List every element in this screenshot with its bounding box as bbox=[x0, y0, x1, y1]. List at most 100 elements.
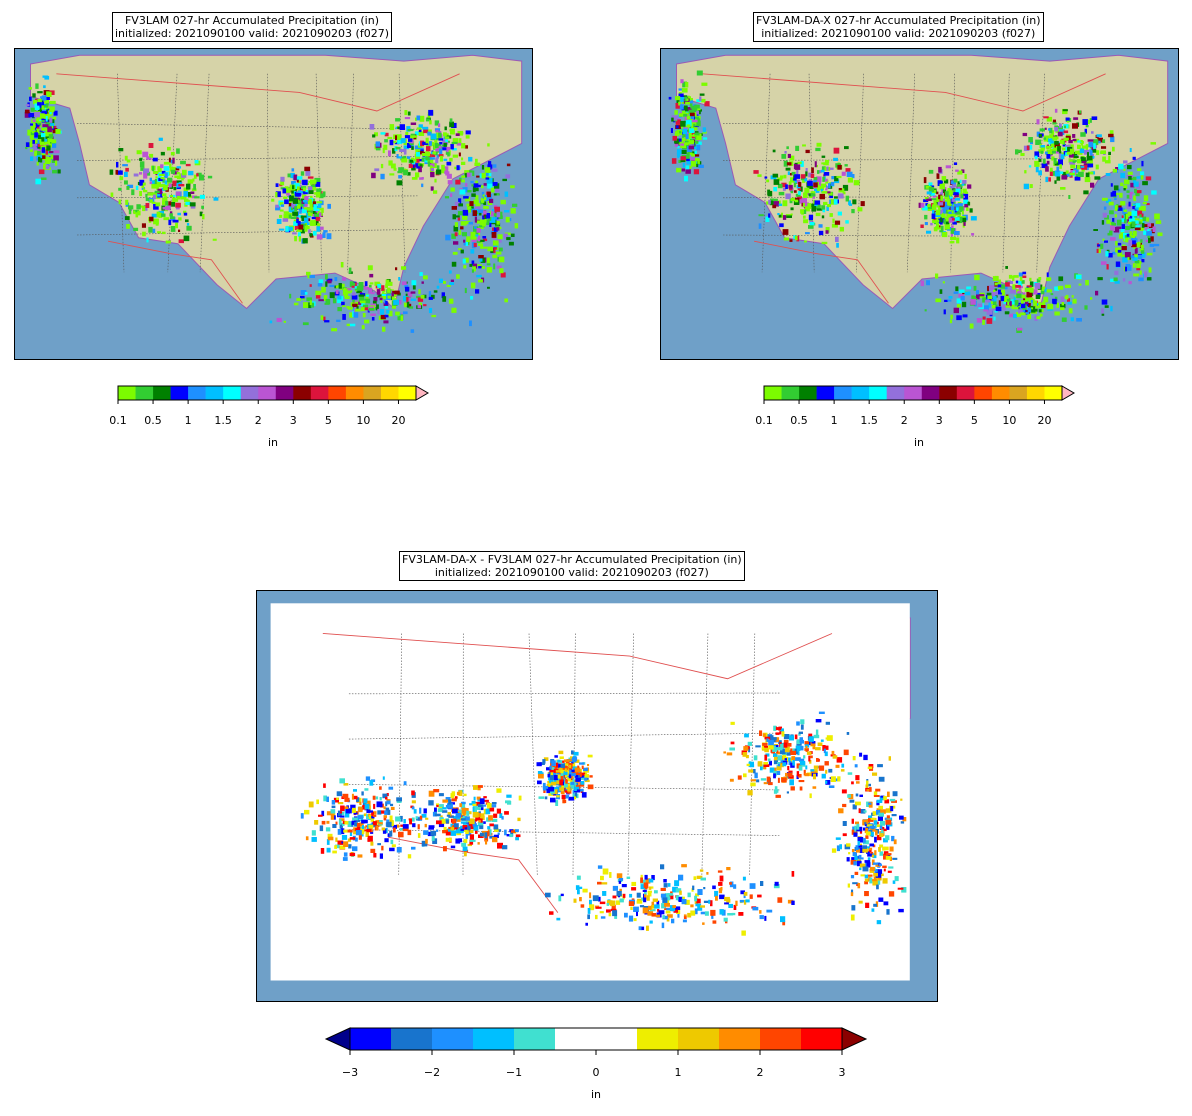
colorbar-segment bbox=[350, 1028, 392, 1050]
colorbar-segment bbox=[799, 386, 817, 400]
map-fv3lam bbox=[14, 48, 533, 360]
map-difference bbox=[256, 590, 938, 1002]
colorbar-segment bbox=[391, 1028, 433, 1050]
colorbar-tick-label: 1 bbox=[830, 414, 838, 427]
colorbar-segment bbox=[637, 1028, 679, 1050]
colorbar-segment bbox=[345, 386, 364, 400]
state-border bbox=[761, 73, 771, 273]
country-border bbox=[322, 633, 833, 680]
precipitation-field bbox=[24, 75, 519, 333]
colorbar-segment bbox=[801, 1028, 843, 1050]
colorbar-segment bbox=[764, 386, 782, 400]
title-line-1: FV3LAM-DA-X 027-hr Accumulated Precipita… bbox=[756, 14, 1041, 27]
colorbar-segment bbox=[939, 386, 958, 400]
colorbar-segment bbox=[886, 386, 905, 400]
colorbar-tick-label: 1.5 bbox=[214, 414, 232, 427]
colorbar-segment bbox=[258, 386, 277, 400]
country-border bbox=[753, 240, 889, 304]
colorbar-segment bbox=[432, 1028, 474, 1050]
colorbar-segment bbox=[869, 386, 888, 400]
colorbar-segment bbox=[153, 386, 171, 400]
colorbar-tick-label: 10 bbox=[356, 414, 371, 427]
precip-colorbar-right bbox=[763, 385, 1075, 404]
colorbar-unit-diff: in bbox=[590, 1088, 602, 1101]
colorbar-unit-left: in bbox=[267, 436, 279, 449]
colorbar-unit-right: in bbox=[913, 436, 925, 449]
colorbar-segment bbox=[223, 386, 242, 400]
colorbar-tick-label: 2 bbox=[756, 1066, 764, 1079]
colorbar-segment bbox=[956, 386, 975, 400]
colorbar-segment bbox=[135, 386, 154, 400]
colorbar-tick-label: 2 bbox=[254, 414, 262, 427]
colorbar-segment bbox=[473, 1028, 515, 1050]
colorbar-segment bbox=[1009, 386, 1028, 400]
state-border bbox=[1002, 73, 1010, 273]
colorbar-segment bbox=[781, 386, 800, 400]
colorbar-segment bbox=[596, 1028, 638, 1050]
domain-mask bbox=[270, 603, 910, 981]
colorbar-tick-label: 20 bbox=[391, 414, 406, 427]
colorbar-tick-label: 3 bbox=[289, 414, 297, 427]
colorbar-segment bbox=[240, 386, 259, 400]
map-fv3lam-da-x bbox=[660, 48, 1179, 360]
colorbar-segment bbox=[328, 386, 347, 400]
colorbar-segment bbox=[991, 386, 1010, 400]
title-line-2: initialized: 2021090100 valid: 202109020… bbox=[115, 27, 389, 40]
colorbar-segment bbox=[363, 386, 382, 400]
colorbar-tick-label: 0.1 bbox=[109, 414, 127, 427]
colorbar-segment bbox=[514, 1028, 556, 1050]
colorbar-tick-label: 3 bbox=[935, 414, 943, 427]
colorbar-tick-label: 0 bbox=[592, 1066, 600, 1079]
colorbar-tick-label: −2 bbox=[423, 1066, 441, 1079]
colorbar-extend-high bbox=[1061, 385, 1075, 401]
map-canvas bbox=[661, 49, 1178, 359]
panel-title-fv3lam-da-x: FV3LAM-DA-X 027-hr Accumulated Precipita… bbox=[753, 12, 1044, 42]
colorbar-segment bbox=[678, 1028, 720, 1050]
colorbar-segment bbox=[398, 386, 417, 400]
colorbar-tick-label: 20 bbox=[1037, 414, 1052, 427]
title-line-1: FV3LAM 027-hr Accumulated Precipitation … bbox=[124, 14, 379, 27]
colorbar-tick-label: −1 bbox=[505, 1066, 523, 1079]
state-border bbox=[347, 73, 354, 273]
colorbar-tick-label: 0.5 bbox=[144, 414, 162, 427]
colorbar-segment bbox=[275, 386, 294, 400]
colorbar-tick-label: 3 bbox=[838, 1066, 846, 1079]
title-line-2: initialized: 2021090100 valid: 202109020… bbox=[434, 566, 709, 579]
colorbar-tick-label: 0.1 bbox=[755, 414, 773, 427]
colorbar-tick-label: −3 bbox=[341, 1066, 359, 1079]
colorbar-segment bbox=[816, 386, 835, 400]
colorbar-segment bbox=[1044, 386, 1063, 400]
colorbar-segment bbox=[170, 386, 189, 400]
colorbar-segment bbox=[834, 386, 852, 400]
colorbar-segment bbox=[293, 386, 312, 400]
colorbar-segment bbox=[380, 386, 399, 400]
precipitation-field bbox=[300, 711, 907, 936]
colorbar-segment bbox=[921, 386, 940, 400]
title-line-2: initialized: 2021090100 valid: 202109020… bbox=[761, 27, 1036, 40]
colorbar-tick-label: 10 bbox=[1002, 414, 1017, 427]
panel-title-difference: FV3LAM-DA-X - FV3LAM 027-hr Accumulated … bbox=[399, 551, 745, 581]
colorbar-tick-label: 2 bbox=[900, 414, 908, 427]
colorbar-segment bbox=[760, 1028, 802, 1050]
state-border bbox=[627, 633, 634, 875]
map-canvas bbox=[15, 49, 532, 359]
panel-title-fv3lam: FV3LAM 027-hr Accumulated Precipitation … bbox=[112, 12, 392, 42]
colorbar-segment bbox=[974, 386, 993, 400]
state-border bbox=[266, 73, 270, 273]
colorbar-segment bbox=[719, 1028, 761, 1050]
colorbar-tick-label: 1 bbox=[184, 414, 192, 427]
colorbar-segment bbox=[1026, 386, 1045, 400]
country-border bbox=[702, 73, 1106, 112]
diff-colorbar bbox=[324, 1027, 868, 1055]
colorbar-segment bbox=[904, 386, 923, 400]
title-line-1: FV3LAM-DA-X - FV3LAM 027-hr Accumulated … bbox=[402, 553, 742, 566]
colorbar-tick-label: 1.5 bbox=[860, 414, 878, 427]
map-canvas bbox=[257, 591, 937, 1001]
state-border bbox=[528, 633, 538, 875]
colorbar-segment bbox=[851, 386, 870, 400]
colorbar-extend-high bbox=[415, 385, 429, 401]
state-border bbox=[856, 73, 864, 273]
colorbar-tick-label: 0.5 bbox=[790, 414, 808, 427]
colorbar-extend-low bbox=[324, 1027, 351, 1051]
country-border bbox=[107, 240, 243, 304]
